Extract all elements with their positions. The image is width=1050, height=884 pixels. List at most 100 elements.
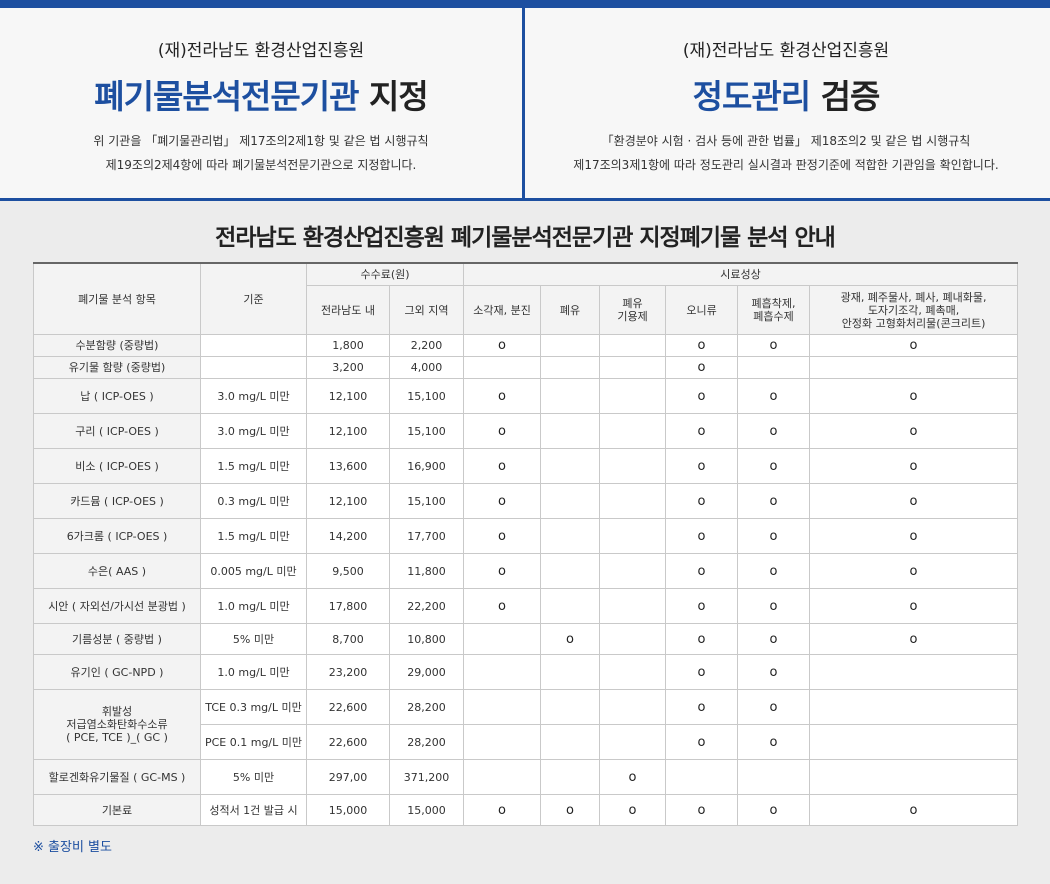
- col-header-sample-adsorbent: 폐흡착제, 폐흡수제: [737, 285, 811, 335]
- sample-cell: o: [540, 623, 601, 655]
- sample-cell: o: [463, 483, 542, 519]
- standard-value: 0.005 mg/L 미만: [200, 553, 307, 589]
- table-row: 구리 ( ICP-OES ) 3.0 mg/L 미만 12,100 15,100 o o o…: [33, 413, 1019, 449]
- applicable-mark: o: [498, 388, 506, 404]
- applicable-mark: o: [769, 802, 778, 818]
- sample-cell: o: [665, 623, 739, 655]
- standard-value: 5% 미만: [200, 623, 307, 655]
- standard-value: 3.0 mg/L 미만: [200, 413, 307, 449]
- sample-cell: [599, 623, 667, 655]
- sample-cell: o: [737, 654, 811, 690]
- col-header-sample-waste-oil: 폐유: [540, 285, 601, 335]
- sample-cell: [540, 553, 601, 589]
- sample-cell: [540, 356, 601, 379]
- applicable-mark: o: [909, 563, 918, 579]
- standard-value: 0.3 mg/L 미만: [200, 483, 307, 519]
- table-row: 납 ( ICP-OES ) 3.0 mg/L 미만 12,100 15,100 o o o o: [33, 378, 1019, 414]
- designation-title-rest: 지정: [369, 77, 429, 116]
- fee-outside: 16,900: [388, 448, 465, 484]
- sample-cell: [809, 689, 1019, 725]
- standard-value: 3.0 mg/L 미만: [200, 378, 307, 414]
- sample-cell: [463, 356, 542, 379]
- sample-cell: o: [463, 413, 542, 449]
- sample-cell: o: [737, 448, 811, 484]
- sample-cell: [540, 588, 601, 624]
- applicable-mark: o: [628, 769, 637, 785]
- fee-outside: 15,100: [388, 378, 465, 414]
- sample-cell: o: [737, 724, 811, 760]
- standard-value: 1.5 mg/L 미만: [200, 448, 307, 484]
- sample-cell: o: [540, 794, 601, 826]
- sample-cell: o: [809, 518, 1019, 554]
- quality-control-panel: (재)전라남도 환경산업진흥원 정도관리 검증 「환경분야 시험 · 검사 등에…: [525, 8, 1047, 200]
- fee-inside: 14,200: [306, 518, 390, 554]
- quality-control-title-highlight: 정도관리: [692, 77, 811, 116]
- standard-value: 1.5 mg/L 미만: [200, 518, 307, 554]
- fee-inside: 9,500: [306, 553, 390, 589]
- applicable-mark: o: [498, 598, 506, 614]
- sample-cell: [599, 553, 667, 589]
- fee-inside: 17,800: [306, 588, 390, 624]
- fee-inside: 12,100: [306, 483, 390, 519]
- analysis-item: 구리 ( ICP-OES ): [33, 413, 201, 449]
- fee-outside: 17,700: [388, 518, 465, 554]
- sample-cell: [463, 654, 542, 690]
- sample-cell: o: [737, 588, 811, 624]
- sample-cell: [599, 356, 667, 379]
- footnote: ※ 출장비 별도: [33, 840, 112, 855]
- designation-title-highlight: 폐기물분석전문기관: [94, 77, 359, 116]
- sample-cell: [540, 413, 601, 449]
- applicable-mark: o: [697, 802, 706, 818]
- sample-cell: [737, 356, 811, 379]
- sample-cell: [540, 518, 601, 554]
- standard-value: 1.0 mg/L 미만: [200, 588, 307, 624]
- org-name: (재)전라남도 환경산업진흥원: [682, 41, 890, 61]
- analysis-item: 기름성분 ( 중량법 ): [33, 623, 201, 655]
- fee-outside: 22,200: [388, 588, 465, 624]
- header-divider: [0, 198, 1050, 201]
- applicable-mark: o: [769, 563, 778, 579]
- applicable-mark: o: [769, 699, 778, 715]
- col-header-sample-sludge: 오니류: [665, 285, 739, 335]
- col-header-sample-group: 시료성상: [463, 262, 1019, 286]
- applicable-mark: o: [697, 388, 706, 404]
- sample-cell: o: [809, 588, 1019, 624]
- sample-cell: [599, 724, 667, 760]
- analysis-item: 6가크롬 ( ICP-OES ): [33, 518, 201, 554]
- sample-cell: o: [809, 794, 1019, 826]
- sample-cell: [599, 334, 667, 357]
- applicable-mark: o: [769, 528, 778, 544]
- applicable-mark: o: [697, 598, 706, 614]
- fee-outside: 10,800: [388, 623, 465, 655]
- applicable-mark: o: [909, 388, 918, 404]
- fee-inside: 297,00: [306, 759, 390, 795]
- sample-cell: o: [665, 448, 739, 484]
- applicable-mark: o: [566, 802, 574, 818]
- sample-cell: o: [463, 518, 542, 554]
- analysis-item: 유기인 ( GC-NPD ): [33, 654, 201, 690]
- applicable-mark: o: [697, 631, 706, 647]
- sample-cell: [599, 448, 667, 484]
- applicable-mark: o: [697, 528, 706, 544]
- sample-cell: [540, 654, 601, 690]
- sample-cell: o: [809, 623, 1019, 655]
- applicable-mark: o: [769, 338, 778, 353]
- sample-cell: o: [463, 334, 542, 357]
- sample-cell: [809, 724, 1019, 760]
- table-row: 6가크롬 ( ICP-OES ) 1.5 mg/L 미만 14,200 17,700 o…: [33, 518, 1019, 554]
- fee-outside: 29,000: [388, 654, 465, 690]
- table-row: 카드뮴 ( ICP-OES ) 0.3 mg/L 미만 12,100 15,100 o o…: [33, 483, 1019, 519]
- fee-inside: 22,600: [306, 724, 390, 760]
- analysis-item: 수분함량 (중량법): [33, 334, 201, 357]
- col-header-sample-slag: 광재, 폐주물사, 폐사, 폐내화물, 도자기조각, 폐촉매, 안정화 고형화처…: [809, 285, 1019, 335]
- fee-outside: 28,200: [388, 724, 465, 760]
- standard-value: 5% 미만: [200, 759, 307, 795]
- quality-control-desc-line2: 제17조의3제1항에 따라 정도관리 실시결과 판정기준에 적합한 기관임을 확…: [573, 158, 999, 172]
- col-header-fee-group: 수수료(원): [305, 262, 465, 286]
- analysis-item: 시안 ( 자외선/가시선 분광법 ): [33, 588, 201, 624]
- applicable-mark: o: [697, 360, 706, 375]
- standard-value: 1.0 mg/L 미만: [200, 654, 307, 690]
- applicable-mark: o: [769, 734, 778, 750]
- applicable-mark: o: [697, 458, 706, 474]
- table-row: 기름성분 ( 중량법 ) 5% 미만 8,700 10,800 o o o o: [33, 623, 1019, 655]
